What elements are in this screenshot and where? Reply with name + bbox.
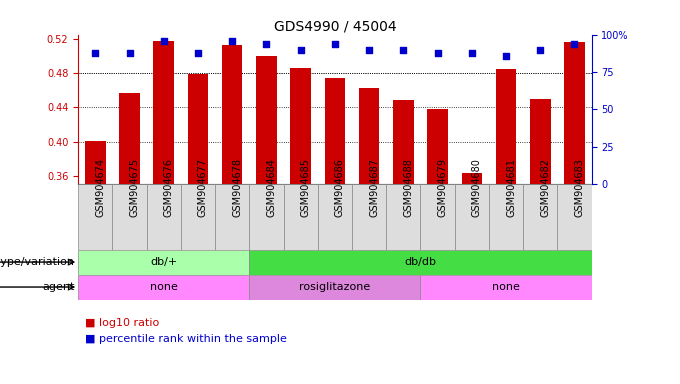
Bar <box>290 68 311 184</box>
Text: ■ log10 ratio: ■ log10 ratio <box>85 318 159 328</box>
Bar <box>112 184 147 250</box>
Bar <box>215 184 250 250</box>
Bar <box>420 184 455 250</box>
Bar <box>530 99 551 184</box>
Bar <box>256 56 277 184</box>
Bar <box>222 45 243 184</box>
Point <box>329 40 340 46</box>
Point <box>500 53 511 59</box>
Bar <box>188 74 208 184</box>
Bar <box>359 88 379 184</box>
Point <box>432 50 443 56</box>
Text: GSM904675: GSM904675 <box>129 158 139 217</box>
Text: GSM904680: GSM904680 <box>472 158 482 217</box>
Text: GSM904681: GSM904681 <box>506 158 516 217</box>
Bar <box>489 184 523 250</box>
Text: GSM904685: GSM904685 <box>301 158 311 217</box>
Point <box>124 50 135 56</box>
Bar <box>181 184 215 250</box>
Text: GSM904674: GSM904674 <box>95 158 105 217</box>
Text: agent: agent <box>42 282 75 292</box>
Bar <box>85 141 105 184</box>
Bar <box>455 184 489 250</box>
Bar <box>462 173 482 184</box>
Text: GSM904684: GSM904684 <box>267 158 277 217</box>
Text: GSM904686: GSM904686 <box>335 158 345 217</box>
Text: GSM904676: GSM904676 <box>164 158 174 217</box>
Text: genotype/variation: genotype/variation <box>0 257 75 267</box>
Bar <box>558 184 592 250</box>
Point <box>90 50 101 56</box>
Text: rosiglitazone: rosiglitazone <box>299 282 371 292</box>
Text: GSM904678: GSM904678 <box>232 158 242 217</box>
Point <box>398 46 409 53</box>
Bar <box>78 275 250 300</box>
Point <box>226 38 238 44</box>
Point <box>364 46 375 53</box>
Text: GSM904683: GSM904683 <box>575 158 585 217</box>
Title: GDS4990 / 45004: GDS4990 / 45004 <box>273 20 396 33</box>
Bar <box>523 184 558 250</box>
Point <box>569 40 580 46</box>
Bar <box>564 42 585 184</box>
Point <box>261 40 272 46</box>
Text: ■ percentile rank within the sample: ■ percentile rank within the sample <box>85 334 287 344</box>
Bar <box>318 184 352 250</box>
Point <box>534 46 545 53</box>
Bar <box>393 101 413 184</box>
Point <box>158 38 169 44</box>
Bar <box>78 250 250 275</box>
Point <box>466 50 477 56</box>
Text: GSM904679: GSM904679 <box>438 158 447 217</box>
Text: none: none <box>492 282 520 292</box>
Bar <box>250 250 592 275</box>
Point <box>192 50 203 56</box>
Text: GSM904688: GSM904688 <box>403 158 413 217</box>
Text: db/db: db/db <box>405 257 437 267</box>
Bar <box>496 69 516 184</box>
Point <box>295 46 306 53</box>
Bar <box>78 184 112 250</box>
Text: GSM904682: GSM904682 <box>540 158 550 217</box>
Bar <box>250 275 420 300</box>
Text: db/+: db/+ <box>150 257 177 267</box>
Bar <box>284 184 318 250</box>
Bar <box>352 184 386 250</box>
Bar <box>427 109 448 184</box>
Text: GSM904687: GSM904687 <box>369 158 379 217</box>
Bar <box>154 41 174 184</box>
Text: GSM904677: GSM904677 <box>198 158 208 217</box>
Bar <box>250 184 284 250</box>
Bar <box>147 184 181 250</box>
Text: none: none <box>150 282 177 292</box>
Bar <box>119 93 140 184</box>
Bar <box>420 275 592 300</box>
Bar <box>386 184 420 250</box>
Bar <box>324 78 345 184</box>
